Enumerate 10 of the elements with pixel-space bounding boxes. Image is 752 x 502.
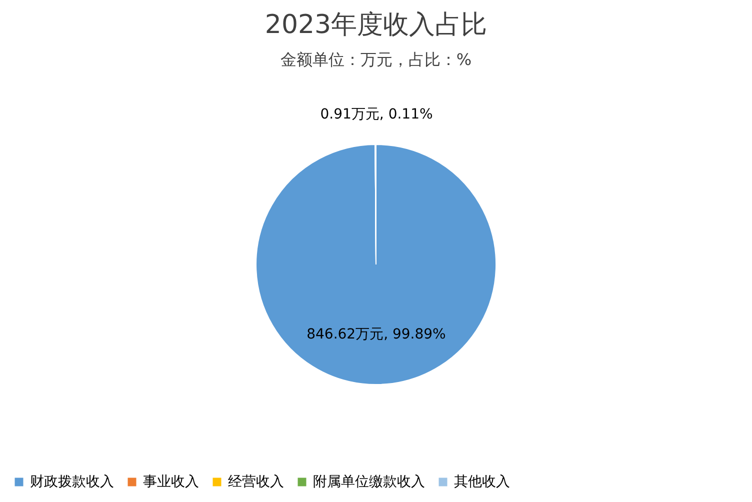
legend-label: 其他收入 [454,474,510,490]
chart-title: 2023年度收入占比 [264,10,488,40]
legend-label: 财政拨款收入 [30,474,114,490]
legend-label: 附属单位缴款收入 [313,474,425,490]
legend-label: 经营收入 [228,474,284,490]
data-label: 846.62万元, 99.89% [306,326,446,342]
data-label: 0.91万元, 0.11% [320,106,433,122]
chart-subtitle: 金额单位：万元，占比：% [280,50,472,69]
pie-slice [256,144,496,385]
legend-label: 事业收入 [143,474,199,490]
